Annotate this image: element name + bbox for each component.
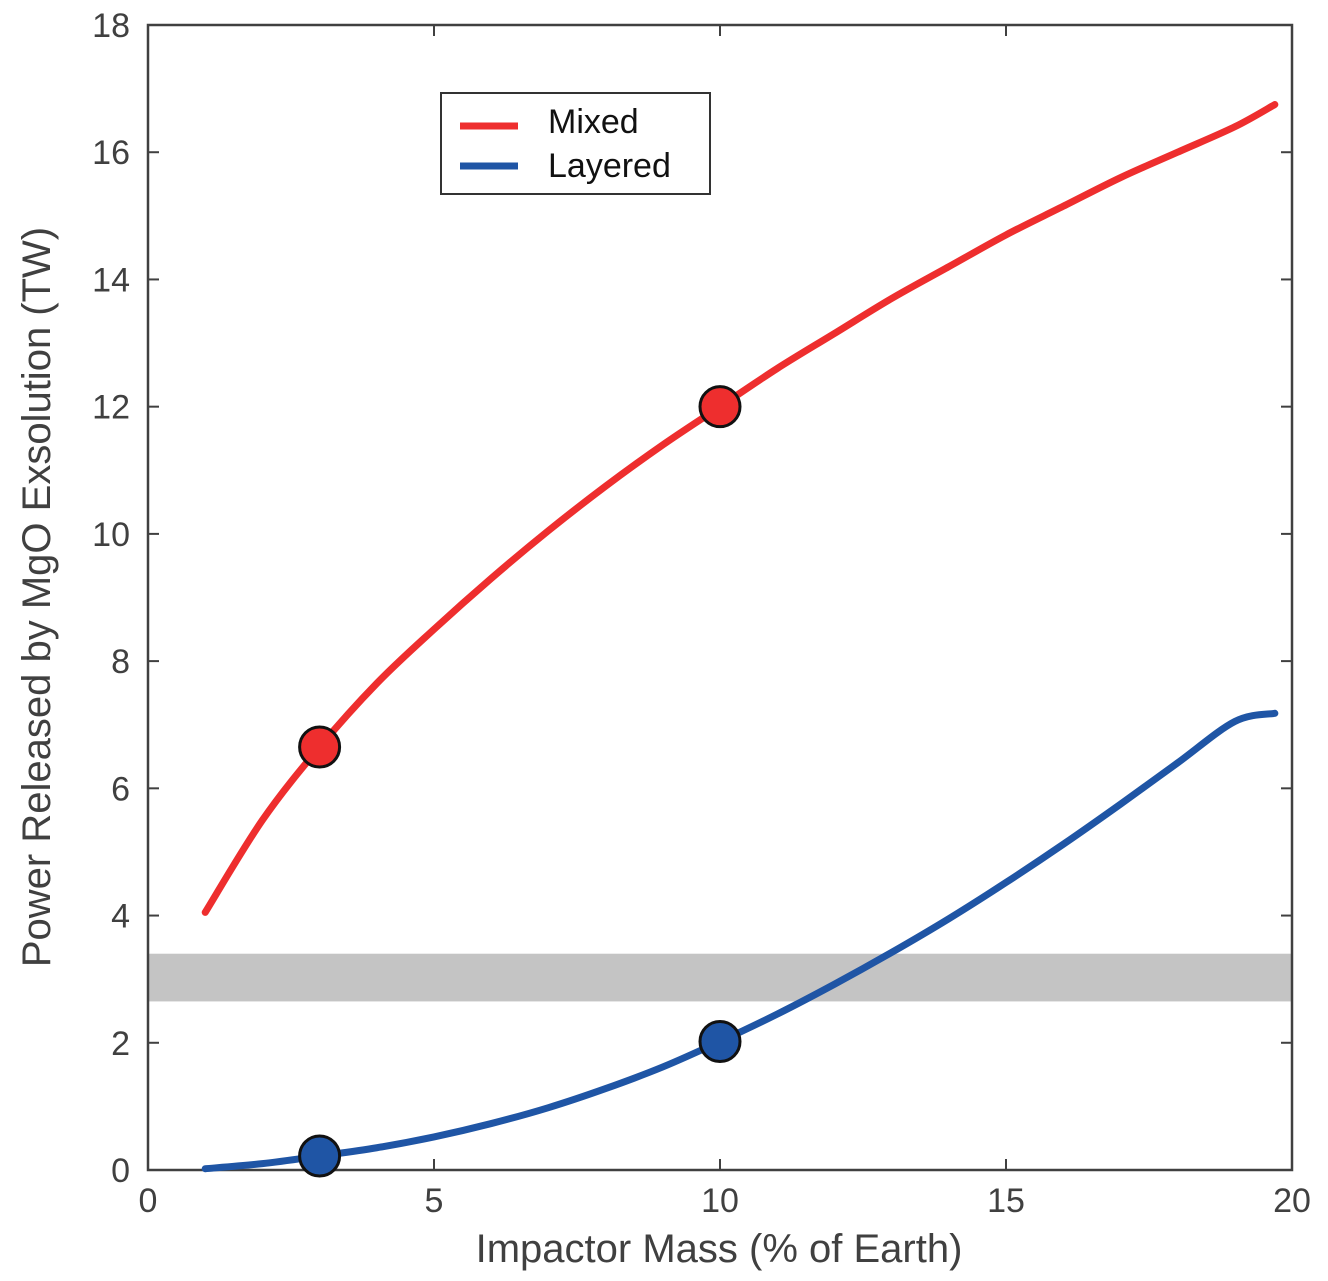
x-axis-title: Impactor Mass (% of Earth) (476, 1227, 963, 1271)
y-tick-label: 8 (111, 643, 130, 681)
y-tick-label: 6 (111, 770, 130, 808)
x-tick-label: 20 (1273, 1182, 1311, 1220)
series-layer (201, 101, 1279, 1173)
series-line-mixed (201, 101, 1279, 916)
y-tick-label: 16 (92, 134, 130, 172)
y-tick-label: 2 (111, 1025, 130, 1063)
data-point-layered (698, 1020, 742, 1064)
y-tick-label: 0 (111, 1152, 130, 1190)
legend: Mixed Layered (440, 92, 711, 195)
legend-label-layered: Layered (548, 147, 671, 185)
x-tick-label: 15 (987, 1182, 1025, 1220)
reference-band (148, 953, 1292, 1002)
y-axis-title: Power Released by MgO Exsolution (TW) (15, 227, 59, 967)
data-point-mixed (698, 385, 742, 429)
x-tick-label: 0 (139, 1182, 158, 1220)
x-tick-label: 10 (701, 1182, 739, 1220)
y-tick-label: 10 (92, 516, 130, 554)
legend-box (440, 92, 711, 195)
markers-layer (298, 385, 742, 1178)
data-point-layered (298, 1134, 342, 1178)
y-tick-label: 18 (92, 7, 130, 45)
reference-band-layer (148, 953, 1292, 1002)
legend-label-mixed: Mixed (548, 103, 639, 141)
y-tick-label: 4 (111, 898, 130, 936)
y-tick-label: 12 (92, 389, 130, 427)
data-point-mixed (298, 725, 342, 769)
series-line-layered (201, 709, 1279, 1173)
x-tick-label: 5 (425, 1182, 444, 1220)
ticks-layer: 0 5 10 15 20 0 2 4 6 8 10 12 14 16 18 (92, 7, 1311, 1220)
y-tick-label: 14 (92, 261, 130, 299)
